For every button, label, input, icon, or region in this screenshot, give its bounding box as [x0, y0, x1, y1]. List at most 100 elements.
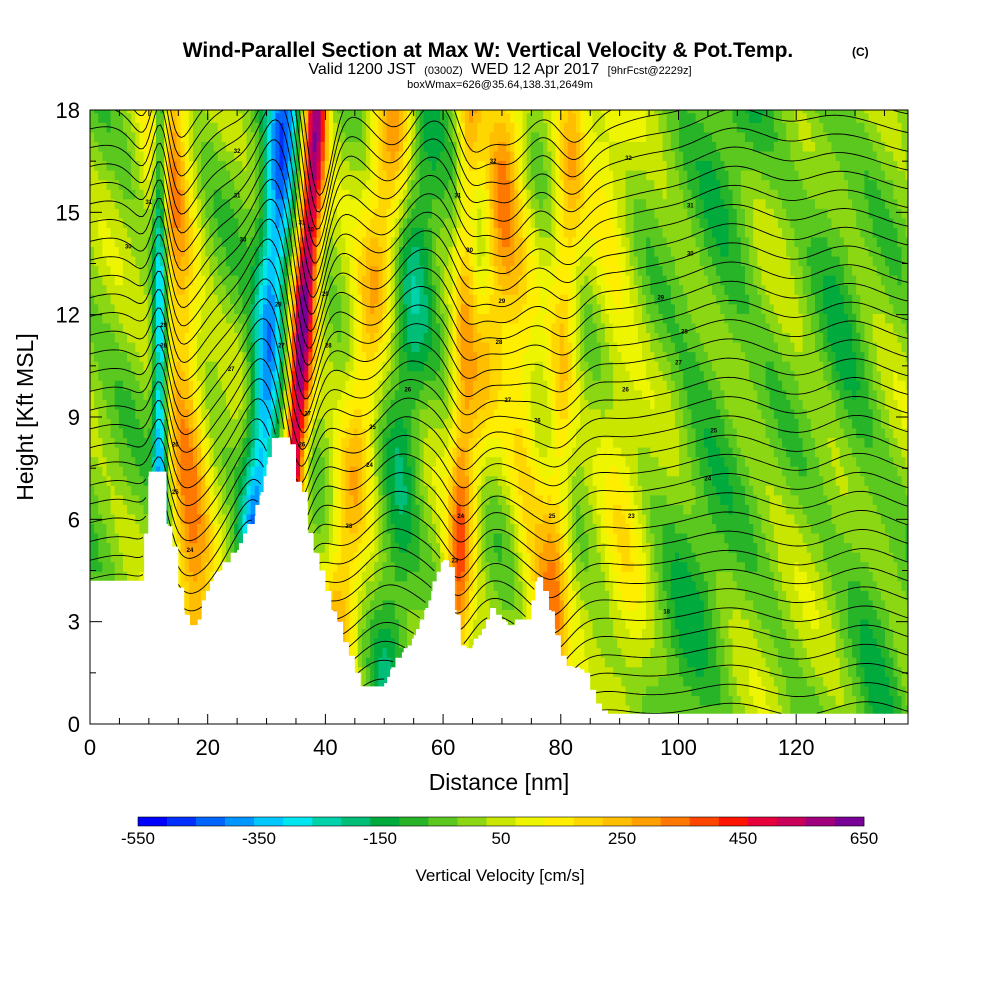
velocity-cell [382, 408, 388, 419]
velocity-cell [221, 189, 227, 200]
velocity-cell [382, 236, 388, 248]
velocity-cell [386, 580, 392, 591]
velocity-cell [155, 217, 161, 228]
velocity-cell [312, 256, 318, 267]
velocity-cell [225, 437, 231, 448]
velocity-cell [411, 332, 417, 343]
velocity-cell [287, 170, 293, 181]
velocity-cell [184, 437, 190, 448]
velocity-cell [431, 475, 437, 486]
velocity-cell [477, 380, 482, 391]
velocity-cell [188, 246, 194, 257]
velocity-cell [300, 427, 305, 439]
velocity-cell [110, 437, 116, 448]
velocity-cell [267, 351, 272, 362]
velocity-cell [250, 275, 256, 286]
velocity-cell [452, 552, 458, 563]
velocity-cell [481, 208, 487, 219]
velocity-cell [160, 110, 165, 114]
velocity-cell [221, 351, 227, 362]
velocity-cell [287, 198, 293, 209]
velocity-cell [143, 389, 149, 400]
velocity-cell [164, 399, 169, 410]
velocity-cell [172, 456, 178, 467]
velocity-cell [102, 246, 108, 257]
velocity-cell [468, 561, 474, 572]
velocity-cell [423, 542, 429, 553]
velocity-cell [217, 112, 223, 123]
velocity-cell [246, 284, 252, 295]
velocity-cell [366, 131, 371, 142]
velocity-cell [345, 513, 351, 525]
velocity-cell [230, 246, 235, 257]
velocity-cell [217, 303, 223, 314]
velocity-cell [374, 160, 379, 171]
velocity-cell [324, 294, 330, 305]
velocity-cell [300, 475, 305, 486]
velocity-cell [407, 437, 412, 448]
velocity-cell [312, 532, 318, 544]
velocity-cell [283, 112, 289, 123]
velocity-cell [452, 217, 458, 228]
velocity-cell [300, 294, 305, 305]
velocity-cell [147, 122, 153, 133]
velocity-cell [246, 332, 252, 343]
velocity-cell [497, 494, 503, 505]
velocity-cell [320, 236, 326, 248]
velocity-cell [345, 294, 351, 305]
velocity-cell [431, 389, 437, 400]
velocity-cell [411, 475, 417, 486]
velocity-cell [349, 494, 355, 505]
velocity-cell [436, 313, 441, 324]
velocity-cell [378, 275, 384, 286]
velocity-cell [176, 504, 182, 515]
velocity-cell [349, 475, 355, 486]
velocity-cell [427, 485, 433, 496]
velocity-cell [291, 198, 297, 209]
velocity-cell [213, 208, 219, 219]
velocity-cell [398, 504, 404, 515]
velocity-cell [188, 322, 194, 333]
velocity-cell [118, 110, 124, 114]
velocity-cell [481, 609, 487, 620]
velocity-cell [242, 198, 248, 209]
velocity-cell [127, 408, 132, 419]
velocity-cell [114, 513, 120, 525]
velocity-cell [456, 256, 462, 267]
velocity-cell [127, 208, 132, 219]
velocity-cell [225, 361, 231, 372]
velocity-cell [431, 198, 437, 209]
velocity-cell [164, 313, 169, 324]
velocity-cell [242, 189, 248, 200]
velocity-cell [357, 513, 363, 525]
velocity-cell [176, 170, 182, 181]
velocity-cell [386, 638, 392, 649]
velocity-cell [131, 256, 136, 267]
velocity-cell [209, 361, 215, 372]
velocity-cell [258, 322, 264, 333]
velocity-cell [172, 408, 178, 419]
velocity-cell [427, 313, 433, 324]
velocity-cell [361, 638, 367, 649]
velocity-cell [184, 361, 190, 372]
velocity-cell [423, 227, 429, 238]
velocity-cell [386, 361, 392, 372]
velocity-cell [481, 265, 487, 276]
velocity-cell [118, 466, 124, 477]
velocity-cell [300, 227, 305, 238]
velocity-cell [242, 122, 248, 133]
velocity-cell [300, 150, 305, 162]
velocity-cell [357, 141, 363, 152]
velocity-cell [230, 303, 235, 314]
velocity-cell [267, 380, 272, 391]
velocity-cell [394, 160, 400, 171]
velocity-cell [168, 294, 173, 305]
velocity-cell [398, 466, 404, 477]
velocity-cell [135, 256, 141, 267]
velocity-cell [427, 236, 433, 248]
velocity-cell [431, 552, 437, 563]
velocity-cell [275, 408, 281, 419]
velocity-cell [246, 170, 252, 181]
velocity-cell [382, 313, 388, 324]
velocity-cell [308, 380, 314, 391]
